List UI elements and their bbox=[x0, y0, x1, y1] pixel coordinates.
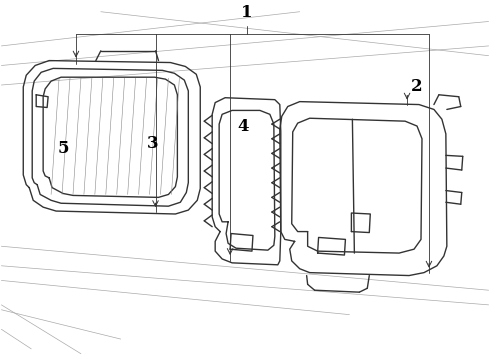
Text: 2: 2 bbox=[411, 78, 423, 95]
Text: 5: 5 bbox=[57, 140, 69, 157]
Text: 4: 4 bbox=[237, 118, 248, 135]
Text: 1: 1 bbox=[241, 4, 253, 22]
Text: 3: 3 bbox=[147, 135, 158, 152]
